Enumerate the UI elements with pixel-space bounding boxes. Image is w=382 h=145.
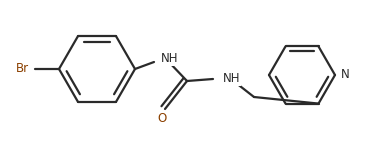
- Text: NH: NH: [223, 72, 241, 86]
- Text: Br: Br: [16, 62, 29, 76]
- Text: N: N: [341, 68, 350, 81]
- Text: O: O: [157, 113, 167, 126]
- Text: NH: NH: [161, 52, 178, 66]
